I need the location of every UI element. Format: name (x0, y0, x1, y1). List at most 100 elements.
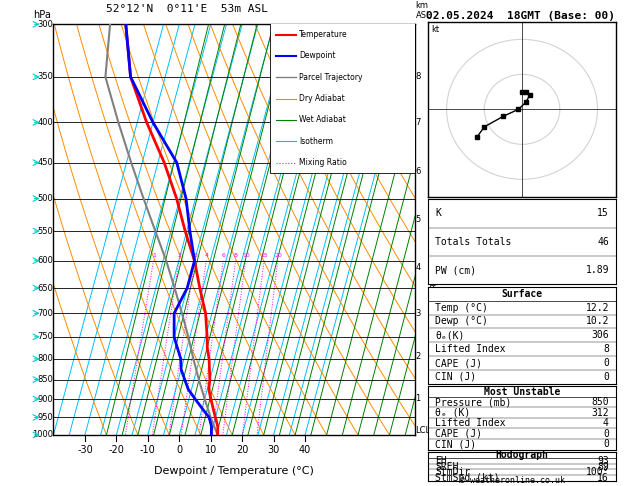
Text: 850: 850 (37, 375, 53, 384)
Text: Lifted Index: Lifted Index (435, 418, 506, 428)
Text: Temperature: Temperature (299, 30, 348, 39)
Text: StmSpd (kt): StmSpd (kt) (435, 473, 500, 483)
Text: 1: 1 (152, 253, 156, 258)
Text: 46: 46 (597, 237, 609, 247)
Text: 750: 750 (37, 332, 53, 341)
Text: 850: 850 (591, 397, 609, 407)
Text: 300: 300 (37, 20, 53, 29)
Text: 93: 93 (597, 456, 609, 466)
Text: 1000: 1000 (32, 431, 53, 439)
Text: 5: 5 (416, 215, 421, 224)
Text: CAPE (J): CAPE (J) (435, 358, 482, 368)
Text: © weatheronline.co.uk: © weatheronline.co.uk (460, 475, 565, 485)
Text: 900: 900 (37, 395, 53, 403)
Text: 4: 4 (416, 263, 421, 272)
Text: 15: 15 (260, 253, 269, 258)
Text: 0: 0 (603, 358, 609, 368)
Text: 3: 3 (416, 309, 421, 318)
Text: 6: 6 (221, 253, 226, 258)
Text: θₑ(K): θₑ(K) (435, 330, 465, 340)
Text: 89: 89 (597, 462, 609, 471)
Text: Pressure (mb): Pressure (mb) (435, 397, 511, 407)
Text: 02.05.2024  18GMT (Base: 00): 02.05.2024 18GMT (Base: 00) (426, 11, 615, 21)
Text: 500: 500 (37, 194, 53, 203)
Text: 8: 8 (416, 72, 421, 81)
Text: 700: 700 (37, 309, 53, 318)
Text: kt: kt (431, 25, 440, 35)
Text: 312: 312 (591, 408, 609, 417)
Text: Mixing Ratio (g/kg): Mixing Ratio (g/kg) (430, 239, 440, 319)
Text: 7: 7 (416, 118, 421, 127)
Text: 2: 2 (416, 352, 421, 361)
Text: 8: 8 (603, 344, 609, 354)
Text: 16: 16 (597, 473, 609, 483)
Text: PW (cm): PW (cm) (435, 265, 476, 275)
Text: 800: 800 (37, 354, 53, 364)
Text: 4: 4 (204, 253, 209, 258)
Text: 20: 20 (236, 445, 248, 455)
Text: Isotherm: Isotherm (299, 137, 333, 146)
Text: Most Unstable: Most Unstable (484, 387, 560, 397)
Text: SREH: SREH (435, 462, 459, 471)
Text: Dry Adiabat: Dry Adiabat (299, 94, 345, 103)
Text: θₑ (K): θₑ (K) (435, 408, 470, 417)
Text: 400: 400 (37, 118, 53, 127)
Text: 100°: 100° (586, 468, 609, 477)
Text: CAPE (J): CAPE (J) (435, 429, 482, 439)
Text: Dry Adiabat: Dry Adiabat (299, 94, 345, 103)
Text: 650: 650 (37, 283, 53, 293)
Text: 6: 6 (416, 167, 421, 176)
Text: 0: 0 (603, 429, 609, 439)
Text: 0: 0 (176, 445, 182, 455)
Text: Isotherm: Isotherm (299, 137, 333, 146)
Text: 3: 3 (193, 253, 197, 258)
Text: K: K (435, 208, 441, 218)
Text: 0: 0 (603, 372, 609, 382)
Text: Dewpoint / Temperature (°C): Dewpoint / Temperature (°C) (154, 466, 314, 476)
Text: Parcel Trajectory: Parcel Trajectory (299, 73, 363, 82)
Text: 20: 20 (274, 253, 282, 258)
Text: 950: 950 (37, 413, 53, 422)
Text: Wet Adiabat: Wet Adiabat (299, 116, 347, 124)
Text: 306: 306 (591, 330, 609, 340)
Text: Wet Adiabat: Wet Adiabat (299, 116, 347, 124)
Text: 10: 10 (242, 253, 250, 258)
Text: 1.89: 1.89 (586, 265, 609, 275)
Text: -30: -30 (77, 445, 93, 455)
Text: Dewpoint: Dewpoint (299, 52, 336, 60)
Text: hPa: hPa (33, 10, 52, 20)
Text: EH: EH (435, 456, 447, 466)
Text: 10: 10 (204, 445, 217, 455)
Text: Parcel Trajectory: Parcel Trajectory (299, 73, 363, 82)
Text: 600: 600 (37, 256, 53, 265)
Text: 1: 1 (416, 394, 421, 403)
Text: Dewp (°C): Dewp (°C) (435, 316, 488, 327)
Text: Hodograph: Hodograph (496, 450, 548, 460)
Text: 0: 0 (603, 439, 609, 449)
Text: Mixing Ratio: Mixing Ratio (299, 158, 347, 167)
Text: 40: 40 (299, 445, 311, 455)
Text: 450: 450 (37, 158, 53, 167)
Text: -20: -20 (108, 445, 125, 455)
Text: StmDir: StmDir (435, 468, 470, 477)
Text: Surface: Surface (501, 289, 543, 299)
Text: 10.2: 10.2 (586, 316, 609, 327)
Text: 15: 15 (597, 208, 609, 218)
Text: 4: 4 (603, 418, 609, 428)
Text: CIN (J): CIN (J) (435, 372, 476, 382)
Text: Temp (°C): Temp (°C) (435, 303, 488, 312)
Text: km
ASL: km ASL (416, 1, 431, 20)
Text: Totals Totals: Totals Totals (435, 237, 511, 247)
Text: -10: -10 (140, 445, 156, 455)
Text: 350: 350 (37, 72, 53, 81)
Text: Mixing Ratio: Mixing Ratio (299, 158, 347, 167)
Text: 52°12'N  0°11'E  53m ASL: 52°12'N 0°11'E 53m ASL (106, 4, 269, 14)
Text: Lifted Index: Lifted Index (435, 344, 506, 354)
Text: 30: 30 (267, 445, 280, 455)
Text: Temperature: Temperature (299, 30, 348, 39)
FancyBboxPatch shape (270, 11, 419, 173)
Text: 8: 8 (234, 253, 238, 258)
Text: Dewpoint: Dewpoint (299, 52, 336, 60)
Text: 2: 2 (177, 253, 181, 258)
Text: 12.2: 12.2 (586, 303, 609, 312)
